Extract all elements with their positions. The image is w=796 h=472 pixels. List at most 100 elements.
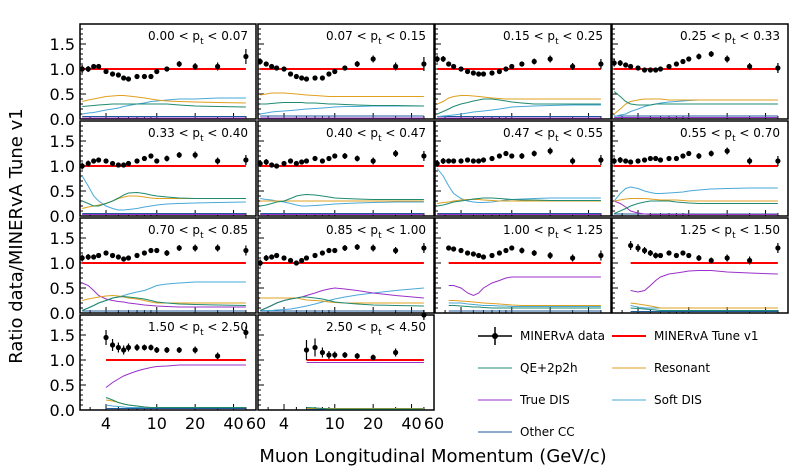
pt-bin-label: 0.25 < pt < 0.33 [680, 29, 780, 47]
data-point [257, 160, 263, 167]
data-marker [547, 148, 553, 154]
data-point [299, 75, 305, 81]
data-marker [141, 73, 148, 80]
data-point [103, 250, 109, 256]
dis-curve [448, 276, 601, 297]
data-point [708, 150, 714, 157]
data-marker [148, 153, 154, 159]
data-point [489, 70, 495, 76]
data-point [421, 243, 427, 253]
legend-label: Other CC [520, 425, 575, 439]
data-point [154, 247, 160, 254]
data-marker [85, 160, 91, 167]
data-marker [775, 158, 781, 164]
data-point [623, 62, 629, 68]
data-marker [287, 257, 294, 264]
data-marker [354, 155, 360, 162]
data-point [134, 252, 140, 259]
y-tick-label: 1.5 [50, 132, 75, 151]
data-point [370, 244, 376, 252]
data-marker [509, 63, 515, 70]
data-point [747, 256, 753, 265]
data-point [673, 155, 680, 162]
panel-frame [79, 217, 257, 314]
pt-bin-label: 0.07 < pt < 0.15 [326, 29, 426, 47]
qe-curve [260, 296, 424, 311]
data-point [332, 153, 338, 159]
data-marker [489, 155, 495, 162]
data-point [148, 153, 154, 159]
data-marker [332, 68, 338, 75]
panel-frame [611, 23, 789, 120]
panel-frame [611, 120, 789, 217]
data-point [134, 344, 140, 351]
panel: 0.0 0.5 1.0 1.5 0.00 < pt < 0.07 [50, 23, 257, 129]
data-marker [134, 344, 140, 351]
data-point [476, 252, 482, 259]
data-point [421, 57, 427, 71]
data-marker [293, 160, 299, 167]
data-marker [91, 254, 97, 260]
data-marker [421, 245, 427, 251]
data-point [480, 254, 487, 260]
data-marker [243, 53, 249, 60]
panel-frame [434, 217, 612, 314]
data-marker [154, 158, 160, 164]
data-marker [647, 67, 653, 73]
data-marker [79, 163, 85, 169]
data-marker [96, 157, 102, 163]
x-tick-label: 10 [325, 414, 345, 433]
data-marker [641, 247, 648, 254]
panel: 0.85 < pt < 1.00 [257, 217, 435, 314]
data-marker [393, 247, 399, 254]
data-point [125, 160, 132, 167]
data-marker [287, 71, 294, 77]
data-marker [476, 252, 482, 259]
data-point [570, 254, 576, 262]
data-marker [215, 245, 221, 251]
data-point [215, 62, 221, 71]
data-point [611, 59, 617, 67]
data-marker [458, 66, 464, 72]
data-point [192, 151, 198, 159]
data-point [148, 73, 154, 80]
data-marker [332, 352, 338, 358]
x-tick-label: 40 [223, 414, 243, 433]
data-marker [509, 153, 515, 159]
data-point [109, 339, 116, 351]
data-point [570, 63, 576, 70]
panel-frame [611, 217, 789, 314]
data-marker [274, 65, 280, 71]
data-marker [103, 158, 109, 164]
data-marker [192, 152, 198, 158]
data-point [628, 241, 634, 250]
data-point [653, 67, 659, 73]
data-marker [342, 65, 348, 71]
res-curve [260, 297, 424, 304]
data-marker [121, 256, 127, 262]
data-point [696, 255, 702, 261]
data-marker [243, 329, 249, 336]
pt-bin-label: 2.50 < pt < 4.50 [326, 320, 426, 338]
data-point [680, 58, 686, 65]
data-marker [154, 68, 160, 75]
data-point [109, 160, 116, 167]
data-point [134, 73, 140, 80]
data-point [303, 76, 310, 82]
data-marker [708, 51, 714, 57]
data-marker [79, 66, 85, 72]
y-tick-label: 0.0 [50, 207, 75, 226]
data-point [263, 61, 269, 67]
data-marker [503, 66, 509, 72]
data-point [326, 71, 332, 77]
data-marker [125, 76, 132, 82]
data-point [303, 158, 310, 164]
legend-entry-data: MINERvA data [478, 327, 605, 345]
data-point [470, 70, 476, 76]
data-marker [121, 75, 127, 81]
data-point [79, 65, 85, 73]
data-marker [440, 158, 446, 164]
data-marker [164, 250, 170, 256]
data-point [215, 352, 221, 360]
